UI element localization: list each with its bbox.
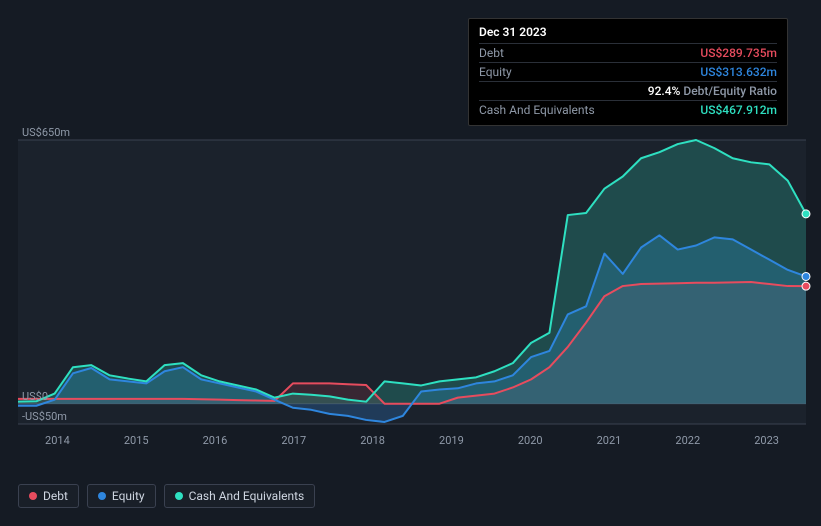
x-axis-tick-label: 2017	[281, 434, 306, 447]
tooltip-row: Equity US$313.632m	[479, 62, 777, 81]
x-axis-tick-label: 2018	[360, 434, 385, 447]
legend-item-label: Debt	[43, 489, 68, 503]
tooltip-row-key: Cash And Equivalents	[479, 103, 595, 117]
y-axis-tick-label: -US$50m	[22, 410, 67, 423]
x-axis-tick-label: 2020	[518, 434, 543, 447]
tooltip-row-key: Debt	[479, 46, 504, 60]
x-axis-tick-label: 2019	[439, 434, 464, 447]
chart-tooltip: Dec 31 2023 Debt US$289.735m Equity US$313.…	[468, 18, 788, 126]
legend-item[interactable]: Equity	[87, 484, 156, 508]
x-axis-tick-label: 2016	[203, 434, 228, 447]
x-axis-tick-label: 2023	[754, 434, 779, 447]
tooltip-row-value: US$289.735m	[700, 46, 777, 60]
y-axis-tick-label: US$650m	[22, 126, 70, 139]
y-axis-tick-label: US$0	[22, 390, 48, 403]
x-axis-tick-label: 2022	[675, 434, 700, 447]
legend-dot-icon	[175, 492, 183, 500]
legend-dot-icon	[98, 492, 106, 500]
legend-item[interactable]: Cash And Equivalents	[164, 484, 316, 508]
legend-dot-icon	[29, 492, 37, 500]
tooltip-row: Cash And Equivalents US$467.912m	[479, 100, 777, 119]
tooltip-row: 92.4% Debt/Equity Ratio	[479, 81, 777, 100]
legend-item-label: Cash And Equivalents	[189, 489, 305, 503]
x-axis-tick-label: 2014	[45, 434, 70, 447]
tooltip-row-key: Equity	[479, 65, 512, 79]
chart-legend: Debt Equity Cash And Equivalents	[18, 484, 315, 508]
legend-item[interactable]: Debt	[18, 484, 79, 508]
tooltip-row-value: US$313.632m	[700, 65, 777, 79]
tooltip-row-value: US$467.912m	[700, 103, 777, 117]
tooltip-row: Debt US$289.735m	[479, 43, 777, 62]
tooltip-title: Dec 31 2023	[479, 25, 777, 39]
x-axis-tick-label: 2021	[597, 434, 622, 447]
x-axis-tick-label: 2015	[124, 434, 149, 447]
legend-item-label: Equity	[112, 489, 145, 503]
tooltip-row-value: 92.4% Debt/Equity Ratio	[648, 84, 777, 98]
